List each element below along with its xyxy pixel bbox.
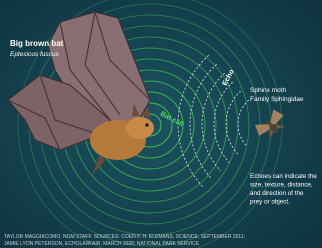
moth-name: Sphinx moth xyxy=(250,87,287,94)
credit-line: JAMIE LYON PETERSON, ECHOLARFAIR, MARCH … xyxy=(4,241,200,247)
note-line: prey or object. xyxy=(250,199,290,206)
credit-line: TAYLOR MAGGIACOMO, NGM STAFF. SOURCES: C… xyxy=(4,234,245,240)
note-line: and direction of the xyxy=(250,190,304,197)
moth-family: Family Sphingidae xyxy=(250,96,304,103)
infographic: Big brown bat Eptesicus fuscus Bat call … xyxy=(0,0,322,248)
note-line: size, texture, distance, xyxy=(250,182,313,189)
title: Big brown bat xyxy=(10,39,64,48)
species: Eptesicus fuscus xyxy=(10,51,60,58)
note-line: Echoes can indicate the xyxy=(250,173,317,180)
